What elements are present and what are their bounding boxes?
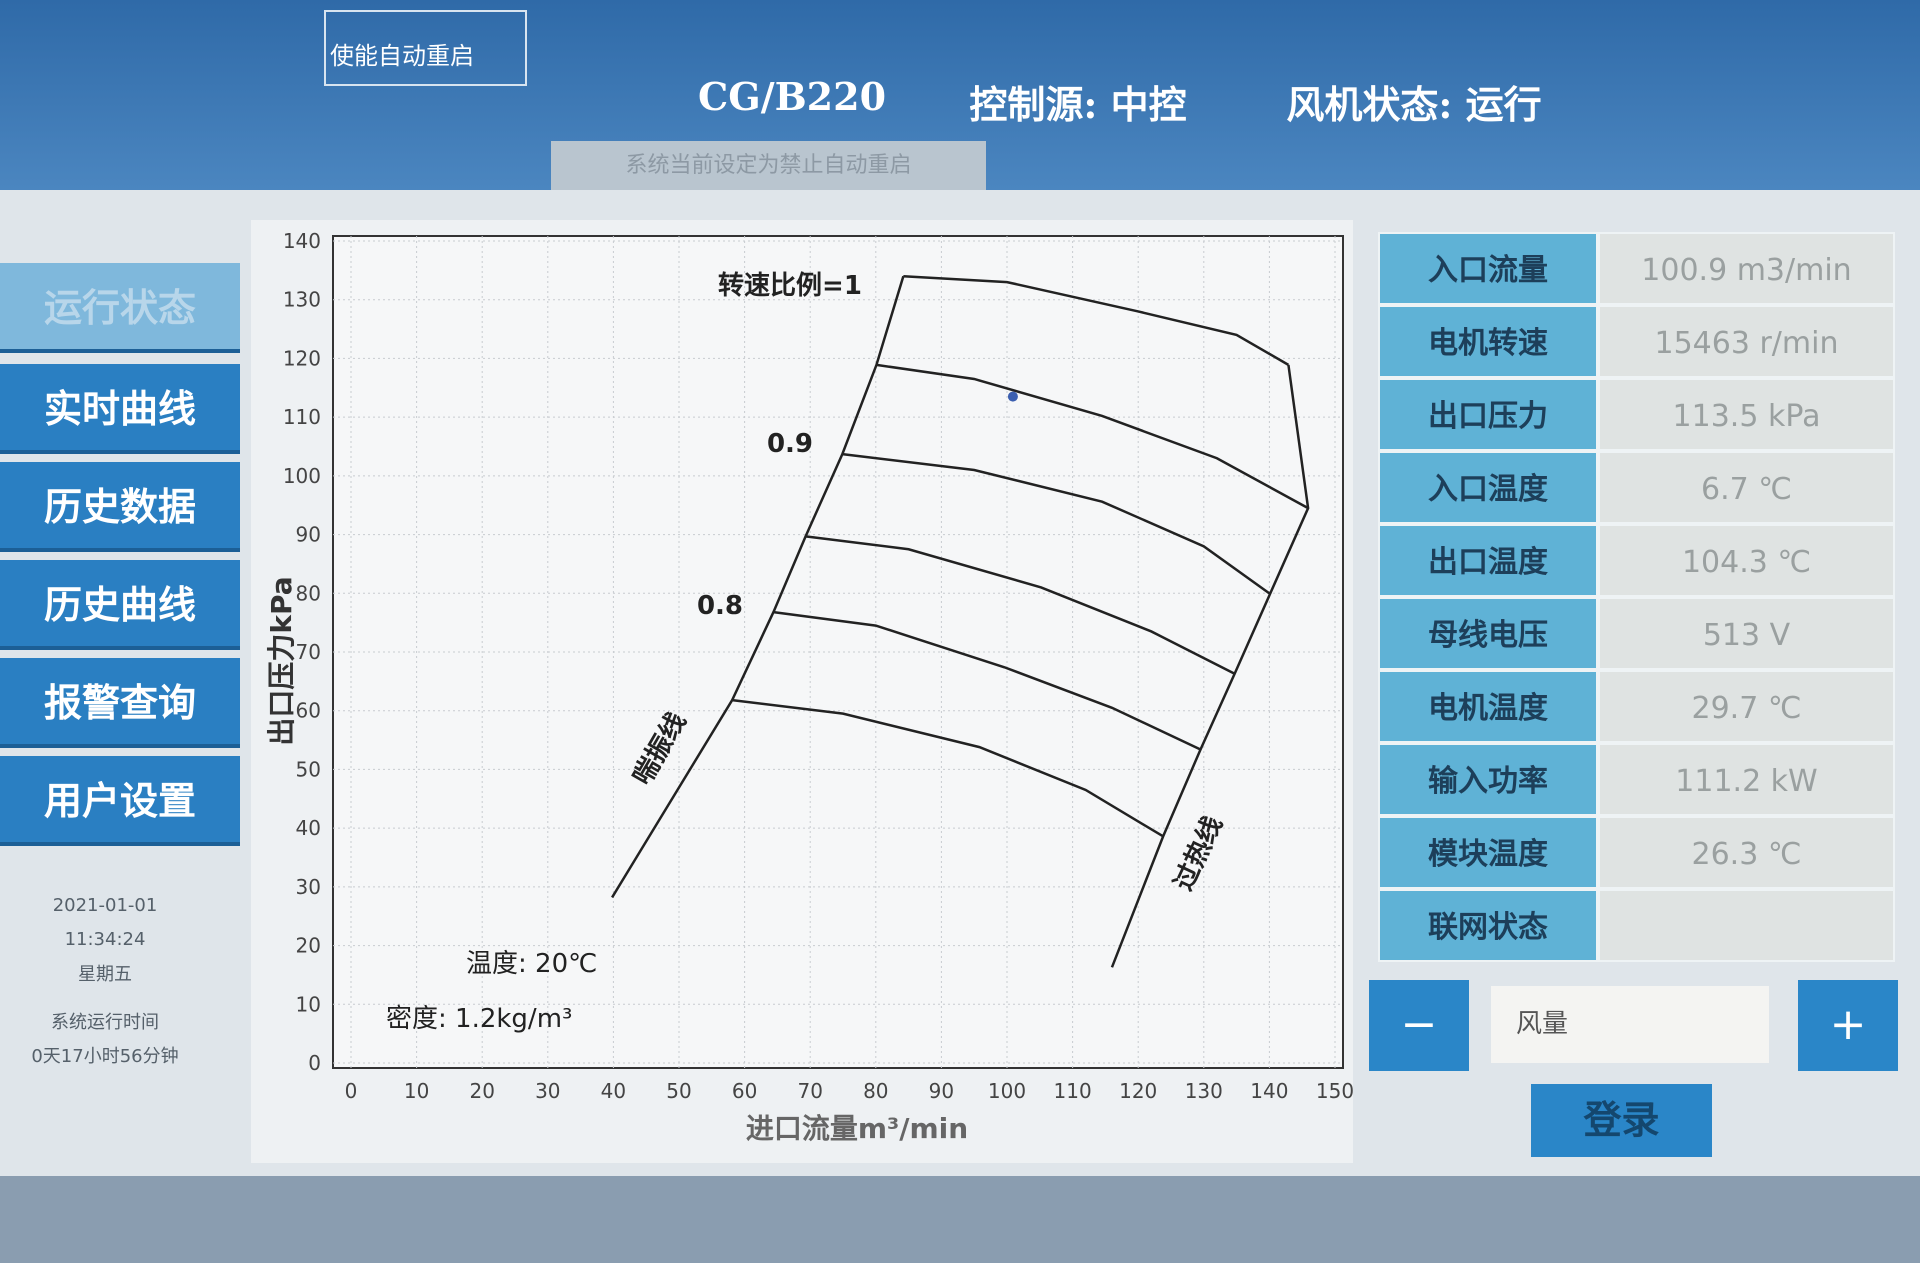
nav-button[interactable]: 用户设置	[0, 756, 240, 846]
reading-label: 输入功率	[1378, 743, 1598, 816]
y-tick-label: 0	[308, 1051, 321, 1075]
nav-button[interactable]: 报警查询	[0, 658, 240, 748]
info-text: 2021-01-01	[52, 895, 158, 916]
reading-label: 母线电压	[1378, 597, 1598, 670]
reading-value: 111.2 kW	[1598, 743, 1895, 816]
x-tick-label: 60	[732, 1079, 757, 1103]
y-tick-label: 110	[283, 405, 321, 429]
x-tick-label: 30	[535, 1079, 560, 1103]
info-text: 星期五	[78, 964, 132, 985]
footer-bar	[0, 1176, 1920, 1263]
chart: 0 10 20 30 40 50 60 70 80 90 100 110 120 130 140 150 0 10…	[265, 229, 1354, 1145]
reading-label: 入口温度	[1378, 451, 1598, 524]
x-tick-label: 40	[601, 1079, 626, 1103]
decrease-button[interactable]: −	[1369, 980, 1469, 1071]
nav-button[interactable]: 实时曲线	[0, 364, 240, 454]
nav-button[interactable]: 运行状态	[0, 263, 240, 353]
device-model: CG/B220	[697, 74, 887, 119]
y-tick-label: 10	[296, 992, 321, 1016]
x-tick-label: 130	[1185, 1079, 1223, 1103]
performance-curve	[611, 275, 905, 899]
x-axis-label: 进口流量m³/min	[746, 1112, 968, 1145]
chart-annotation: 转速比例=1	[718, 271, 862, 301]
reading-label: 入口流量	[1378, 232, 1598, 305]
reading-label: 联网状态	[1378, 889, 1598, 962]
y-tick-label: 70	[296, 640, 321, 664]
x-tick-label: 50	[666, 1079, 691, 1103]
reading-label: 电机温度	[1378, 670, 1598, 743]
reading-value: 15463 r/min	[1598, 305, 1895, 378]
reading-value: 26.3 ℃	[1598, 816, 1895, 889]
x-tick-label: 120	[1119, 1079, 1157, 1103]
reading-value: 113.5 kPa	[1598, 378, 1895, 451]
chart-annotation: 密度: 1.2kg/m³	[386, 1004, 572, 1034]
reading-label: 出口温度	[1378, 524, 1598, 597]
y-tick-label: 20	[296, 934, 321, 958]
reading-value: 6.7 ℃	[1598, 451, 1895, 524]
login-button[interactable]: 登录	[1531, 1084, 1712, 1157]
y-tick-label: 100	[283, 464, 321, 488]
reading-value: 104.3 ℃	[1598, 524, 1895, 597]
performance-curve	[1110, 364, 1310, 968]
control-source: 控制源: 中控	[969, 82, 1187, 127]
y-axis-label: 出口压力kPa	[265, 576, 298, 745]
y-tick-label: 130	[283, 288, 321, 312]
operating-point	[1007, 391, 1018, 402]
info-text: 0天17小时56分钟	[31, 1046, 179, 1067]
chart-annotation: 0.9	[767, 429, 813, 459]
nav-button[interactable]: 历史曲线	[0, 560, 240, 650]
x-tick-label: 10	[404, 1079, 429, 1103]
x-tick-label: 140	[1250, 1079, 1288, 1103]
y-tick-label: 40	[296, 816, 321, 840]
fan-status: 风机状态: 运行	[1286, 82, 1542, 127]
x-tick-label: 100	[988, 1079, 1026, 1103]
performance-curve	[805, 535, 1236, 675]
performance-curve	[903, 274, 1290, 366]
enable-restart-button[interactable]: 使能自动重启	[324, 10, 527, 86]
x-tick-label: 110	[1054, 1079, 1092, 1103]
x-tick-label: 80	[863, 1079, 888, 1103]
performance-curve	[876, 363, 1309, 510]
y-tick-label: 140	[283, 229, 321, 253]
y-tick-label: 60	[296, 699, 321, 723]
reading-label: 出口压力	[1378, 378, 1598, 451]
reading-label: 电机转速	[1378, 305, 1598, 378]
chart-annotation: 温度: 20℃	[466, 949, 597, 979]
y-tick-label: 80	[296, 581, 321, 605]
info-text: 系统运行时间	[51, 1012, 159, 1033]
reading-value	[1598, 889, 1895, 962]
info-text: 11:34:24	[64, 929, 146, 950]
x-tick-label: 20	[469, 1079, 494, 1103]
performance-curve	[773, 610, 1202, 751]
performance-curve	[731, 698, 1164, 838]
reading-value: 100.9 m3/min	[1598, 232, 1895, 305]
nav-button[interactable]: 历史数据	[0, 462, 240, 552]
chart-panel: 0 10 20 30 40 50 60 70 80 90 100 110 120 130 140 150 0 10…	[251, 220, 1354, 1163]
y-tick-label: 30	[296, 875, 321, 899]
x-tick-label: 0	[345, 1079, 358, 1103]
chart-annotation: 0.8	[697, 591, 743, 621]
reading-label: 模块温度	[1378, 816, 1598, 889]
x-tick-label: 70	[797, 1079, 822, 1103]
y-tick-label: 120	[283, 346, 321, 370]
increase-button[interactable]: +	[1798, 980, 1898, 1071]
status-message: 系统当前设定为禁止自动重启	[551, 141, 986, 190]
y-tick-label: 90	[296, 523, 321, 547]
setpoint-field[interactable]: 风量	[1491, 986, 1769, 1063]
performance-curve	[842, 452, 1271, 595]
x-tick-label: 150	[1316, 1079, 1353, 1103]
y-tick-label: 50	[296, 757, 321, 781]
reading-value: 513 V	[1598, 597, 1895, 670]
x-tick-label: 90	[929, 1079, 954, 1103]
reading-value: 29.7 ℃	[1598, 670, 1895, 743]
